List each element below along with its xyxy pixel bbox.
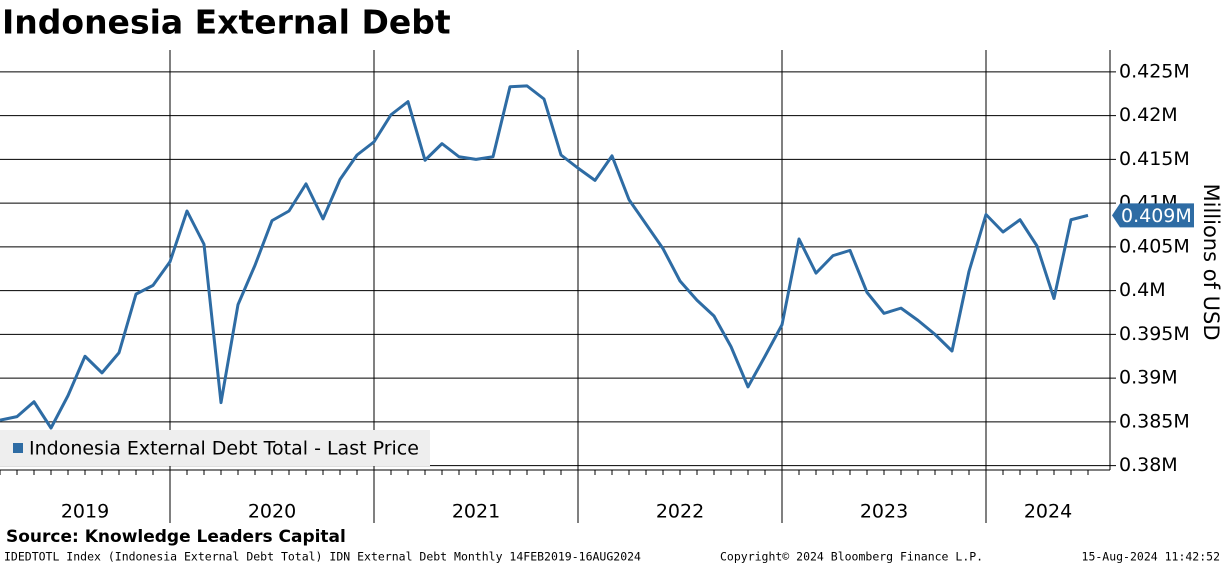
y-tick-label: 0.385M [1119, 410, 1190, 432]
y-axis-label: Millions of USD [1199, 183, 1223, 340]
y-tick-label: 0.38M [1119, 454, 1178, 476]
y-tick-label: 0.395M [1119, 323, 1190, 345]
source: Source: Knowledge Leaders Capital [6, 527, 346, 547]
chart-title: Indonesia External Debt [2, 3, 451, 42]
y-tick-label: 0.42M [1119, 104, 1178, 126]
x-year-label: 2024 [1024, 501, 1072, 523]
line-series [0, 84, 1089, 430]
y-tick-label: 0.425M [1119, 60, 1190, 82]
legend-box [0, 430, 430, 466]
y-tick-label: 0.405M [1119, 235, 1190, 257]
y-tick-label: 0.415M [1119, 148, 1190, 170]
x-year-label: 2019 [61, 501, 109, 523]
footer-left: IDEDTOTL Index (Indonesia External Debt … [4, 550, 641, 564]
x-year-label: 2022 [656, 501, 704, 523]
last-value-box [1112, 203, 1194, 228]
footer-center: Copyright© 2024 Bloomberg Finance L.P. [720, 550, 983, 564]
x-year-label: 2023 [860, 501, 908, 523]
x-year-label: 2020 [248, 501, 296, 523]
footer-right: 15-Aug-2024 11:42:52 [1082, 550, 1220, 564]
x-year-label: 2021 [452, 501, 500, 523]
legend-label: Indonesia External Debt Total - Last Pri… [29, 438, 419, 460]
y-tick-label: 0.4M [1119, 279, 1166, 301]
last-value-label: 0.409M [1121, 205, 1192, 227]
legend-swatch [13, 443, 23, 453]
y-tick-label: 0.39M [1119, 367, 1178, 389]
